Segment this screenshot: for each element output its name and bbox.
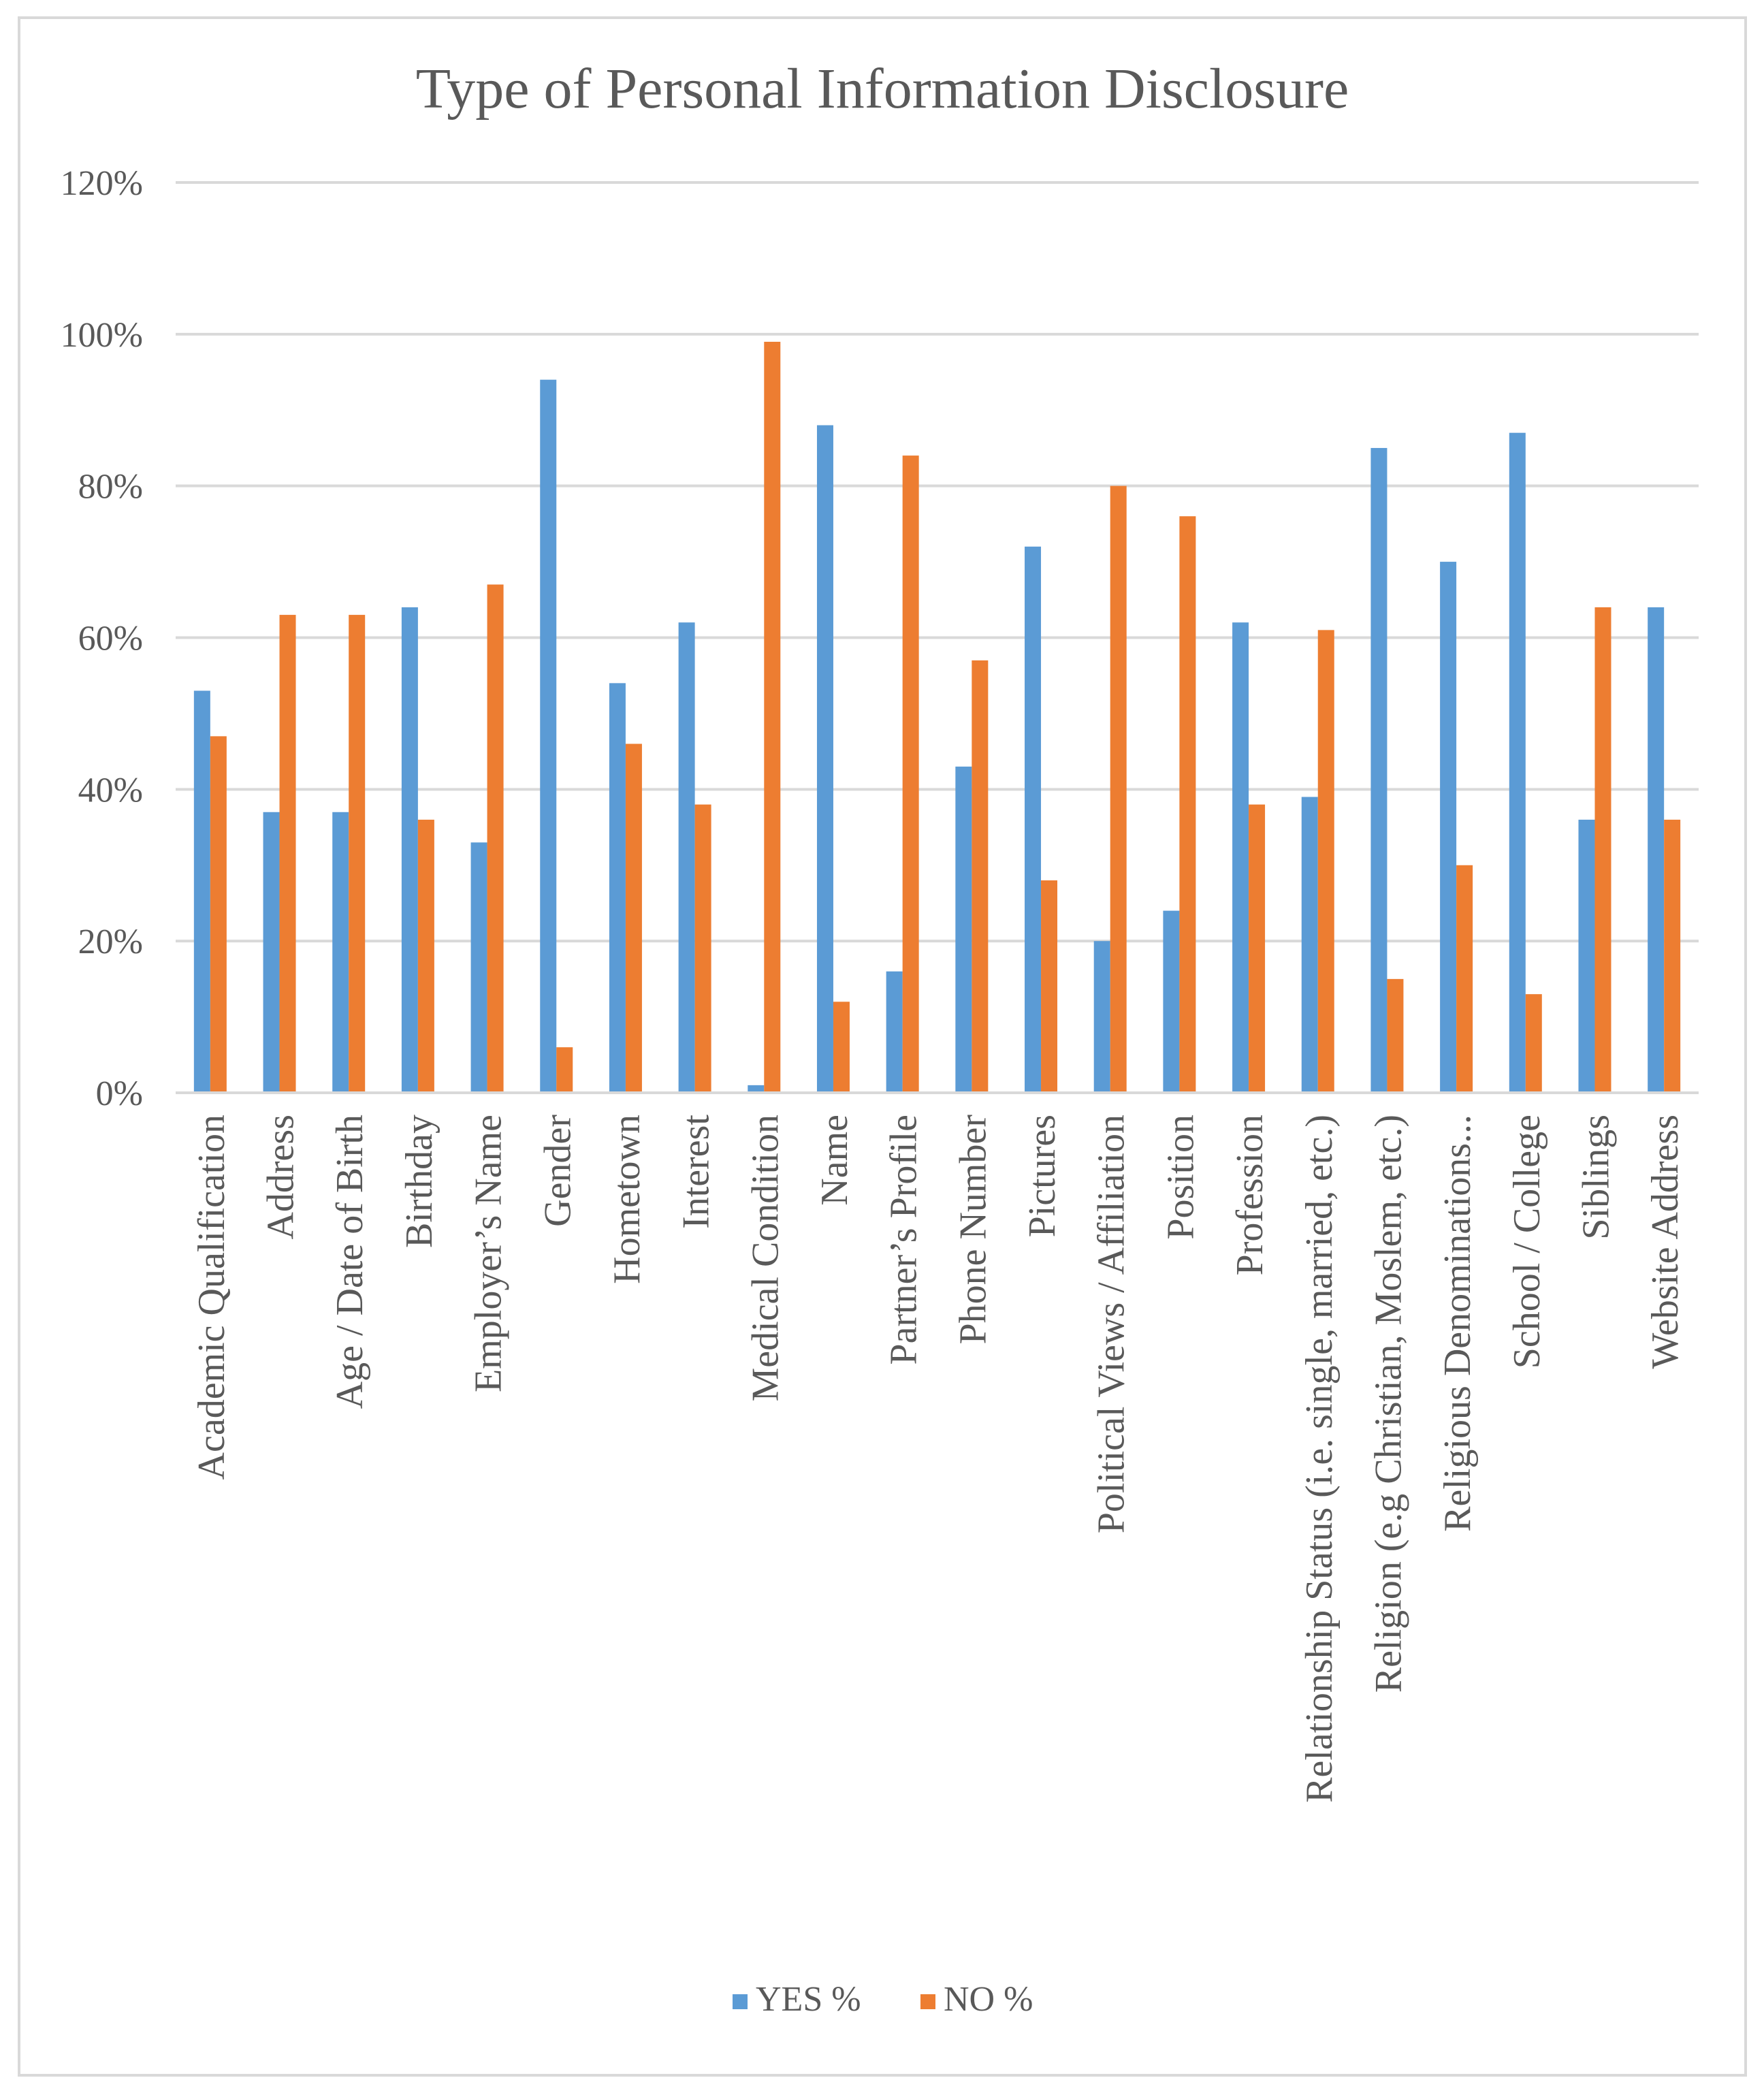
- bar-yes: [886, 971, 903, 1093]
- x-tick-label: Name: [814, 1115, 856, 1206]
- bar-yes: [955, 766, 972, 1093]
- bar-no: [417, 819, 434, 1093]
- x-tick-label: Medical Condition: [744, 1115, 786, 1402]
- bar-yes: [1440, 562, 1457, 1093]
- legend-label: YES %: [756, 1980, 861, 2019]
- y-tick-label: 60%: [78, 620, 143, 658]
- y-tick-label: 20%: [78, 923, 143, 961]
- bar-no: [833, 1002, 850, 1093]
- bar-no: [1525, 994, 1542, 1093]
- y-axis-tick-labels: 0% 20% 40% 60% 80% 100% 120%: [61, 164, 143, 1113]
- bar-yes: [1648, 607, 1665, 1093]
- legend: YES % NO %: [733, 1980, 1033, 2019]
- x-tick-label: Gender: [536, 1115, 579, 1227]
- x-tick-label: Birthday: [398, 1115, 440, 1248]
- x-tick-label: Employer’s Name: [468, 1115, 510, 1392]
- legend-swatch: [920, 1994, 935, 2009]
- bar-no: [1456, 865, 1473, 1093]
- bar-yes: [748, 1085, 765, 1093]
- bar-no: [1317, 630, 1334, 1093]
- x-tick-label: Interest: [675, 1115, 718, 1229]
- legend-swatch: [733, 1994, 748, 2009]
- bar-yes: [609, 683, 626, 1093]
- bar-no: [972, 660, 989, 1093]
- x-tick-label: Age / Date of Birth: [329, 1115, 371, 1409]
- chart-title: Type of Personal Information Disclosure: [416, 57, 1349, 121]
- x-tick-label: Phone Number: [952, 1115, 994, 1345]
- bar-no: [902, 455, 919, 1093]
- bar-yes: [1093, 941, 1110, 1093]
- x-tick-label: Political Views / Affiliation: [1091, 1115, 1133, 1533]
- bar-yes: [678, 622, 695, 1093]
- x-tick-label: Partner’s Profile: [883, 1115, 925, 1365]
- bar-no: [694, 804, 711, 1093]
- x-tick-label: Hometown: [606, 1115, 648, 1284]
- x-tick-label: Pictures: [1021, 1115, 1063, 1237]
- bar-yes: [1301, 797, 1318, 1093]
- x-tick-label: Religion (e.g Christian, Moslem, etc.): [1367, 1115, 1409, 1693]
- bar-no: [625, 743, 642, 1093]
- bar-yes: [1509, 432, 1526, 1093]
- bar-yes: [816, 425, 833, 1093]
- bar-yes: [1578, 819, 1595, 1093]
- bar-no: [1110, 485, 1127, 1093]
- bars: [193, 341, 1681, 1093]
- bar-no: [556, 1047, 573, 1093]
- x-tick-label: Relationship Status (i.e. single, marrie…: [1298, 1115, 1341, 1803]
- y-tick-label: 40%: [78, 771, 143, 810]
- bar-no: [349, 615, 366, 1093]
- bar-no: [1249, 804, 1266, 1093]
- legend-label: NO %: [944, 1980, 1033, 2019]
- y-tick-label: 80%: [78, 468, 143, 507]
- bar-yes: [263, 812, 280, 1093]
- bar-no: [1594, 607, 1611, 1093]
- bar-yes: [1025, 546, 1042, 1093]
- bar-yes: [401, 607, 418, 1093]
- y-tick-label: 0%: [96, 1074, 143, 1113]
- bar-yes: [332, 812, 349, 1093]
- bar-no: [1179, 516, 1196, 1093]
- x-tick-label: Website Address: [1644, 1115, 1686, 1369]
- y-tick-label: 100%: [61, 316, 143, 355]
- bar-no: [279, 615, 296, 1093]
- bar-no: [764, 341, 781, 1093]
- x-tick-label: Profession: [1229, 1115, 1271, 1275]
- bar-no: [487, 584, 504, 1093]
- bar-yes: [470, 842, 487, 1093]
- x-axis-category-labels: Academic Qualification Address Age / Date …: [191, 1115, 1686, 1803]
- x-tick-label: Position: [1159, 1115, 1202, 1240]
- bar-yes: [1232, 622, 1249, 1093]
- x-tick-label: School / College: [1506, 1115, 1548, 1369]
- bar-yes: [540, 379, 557, 1093]
- bar-yes: [193, 690, 210, 1093]
- bar-no: [1664, 819, 1681, 1093]
- x-tick-label: Address: [260, 1115, 302, 1240]
- y-tick-label: 120%: [61, 164, 143, 203]
- x-tick-label: Religious Denominations...: [1437, 1115, 1479, 1532]
- x-tick-label: Siblings: [1575, 1115, 1617, 1240]
- bar-no: [1041, 880, 1058, 1093]
- bar-yes: [1370, 447, 1388, 1093]
- bar-no: [1387, 978, 1404, 1093]
- x-tick-label: Academic Qualification: [191, 1115, 233, 1480]
- bar-no: [210, 736, 227, 1093]
- bar-yes: [1163, 910, 1180, 1093]
